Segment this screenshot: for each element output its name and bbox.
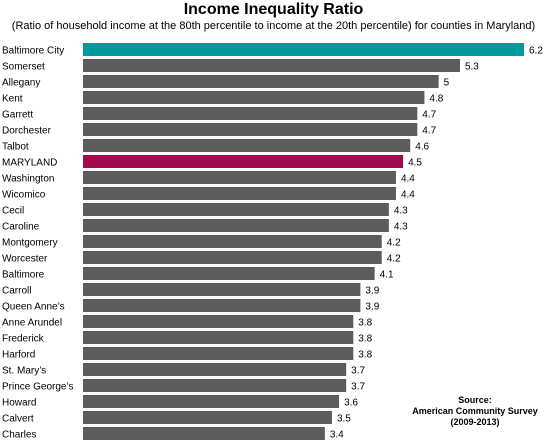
- value-label-wicomico: 4.4: [401, 190, 415, 201]
- category-label-allegany: Allegany: [2, 78, 40, 89]
- value-label-queen-anne-s: 3.9: [365, 302, 379, 313]
- bar-harford: [83, 347, 354, 360]
- value-label-washington: 4.4: [401, 174, 415, 185]
- value-label-montgomery: 4.2: [387, 238, 401, 249]
- bar-queen-anne-s: [83, 299, 361, 312]
- bar-somerset: [83, 59, 460, 72]
- bar-wicomico: [83, 187, 396, 200]
- category-label-anne-arundel: Anne Arundel: [2, 318, 62, 329]
- bar-charles: [83, 427, 325, 440]
- bar-kent: [83, 91, 425, 104]
- bar-montgomery: [83, 235, 382, 248]
- category-label-baltimore-city: Baltimore City: [2, 46, 64, 57]
- category-label-carroll: Carroll: [2, 286, 31, 297]
- category-label-calvert: Calvert: [2, 414, 34, 425]
- value-label-harford: 3.8: [358, 350, 372, 361]
- category-label-frederick: Frederick: [2, 334, 45, 345]
- category-label-garrett: Garrett: [2, 110, 33, 121]
- bar-baltimore: [83, 267, 375, 280]
- value-label-cecil: 4.3: [394, 206, 408, 217]
- value-label-st-mary-s: 3.7: [351, 366, 365, 377]
- bar-anne-arundel: [83, 315, 354, 328]
- value-label-garrett: 4.7: [422, 110, 436, 121]
- bar-maryland: [83, 155, 404, 168]
- bar-prince-george-s: [83, 379, 347, 392]
- value-label-prince-george-s: 3.7: [351, 382, 365, 393]
- bar-st-mary-s: [83, 363, 347, 376]
- bar-cecil: [83, 203, 389, 216]
- value-label-kent: 4.8: [429, 94, 443, 105]
- bar-washington: [83, 171, 396, 184]
- category-label-cecil: Cecil: [2, 206, 24, 217]
- category-label-charles: Charles: [2, 430, 36, 441]
- category-label-talbot: Talbot: [2, 142, 29, 153]
- category-label-caroline: Caroline: [2, 222, 40, 233]
- source-line-1: American Community Survey: [412, 406, 538, 416]
- value-label-caroline: 4.3: [394, 222, 408, 233]
- category-label-wicomico: Wicomico: [2, 190, 46, 201]
- category-label-worcester: Worcester: [2, 254, 48, 265]
- category-label-somerset: Somerset: [2, 62, 45, 73]
- bar-frederick: [83, 331, 354, 344]
- value-label-dorchester: 4.7: [422, 126, 436, 137]
- category-label-washington: Washington: [2, 174, 54, 185]
- source-label: Source:: [458, 395, 492, 405]
- value-label-baltimore: 4.1: [380, 270, 394, 281]
- value-label-charles: 3.4: [330, 430, 344, 441]
- bar-garrett: [83, 107, 418, 120]
- value-label-talbot: 4.6: [415, 142, 429, 153]
- category-label-baltimore: Baltimore: [2, 270, 45, 281]
- category-label-maryland: MARYLAND: [2, 158, 57, 169]
- category-label-kent: Kent: [2, 94, 23, 105]
- value-label-carroll: 3.9: [365, 286, 379, 297]
- value-label-frederick: 3.8: [358, 334, 372, 345]
- value-label-baltimore-city: 6.2: [529, 46, 543, 57]
- bar-worcester: [83, 251, 382, 264]
- chart-title: Income Inequality Ratio: [183, 1, 364, 18]
- category-label-prince-george-s: Prince George’s: [2, 382, 74, 393]
- value-label-maryland: 4.5: [408, 158, 422, 169]
- bar-calvert: [83, 411, 332, 424]
- category-label-howard: Howard: [2, 398, 36, 409]
- category-label-st-mary-s: St. Mary’s: [2, 366, 46, 377]
- category-label-queen-anne-s: Queen Anne’s: [2, 302, 65, 313]
- bar-dorchester: [83, 123, 418, 136]
- source-note: Source: American Community Survey (2009-…: [410, 395, 540, 428]
- category-label-dorchester: Dorchester: [2, 126, 52, 137]
- category-label-harford: Harford: [2, 350, 35, 361]
- source-line-2: (2009-2013): [450, 417, 500, 427]
- value-label-allegany: 5: [444, 78, 450, 89]
- value-label-anne-arundel: 3.8: [358, 318, 372, 329]
- bar-allegany: [83, 75, 439, 88]
- bar-baltimore-city: [83, 43, 524, 56]
- value-label-calvert: 3.5: [337, 414, 351, 425]
- category-label-montgomery: Montgomery: [2, 238, 58, 249]
- bar-talbot: [83, 139, 411, 152]
- bar-carroll: [83, 283, 361, 296]
- value-label-somerset: 5.3: [465, 62, 479, 73]
- value-label-howard: 3.6: [344, 398, 358, 409]
- bar-howard: [83, 395, 340, 408]
- chart-subtitle: (Ratio of household income at the 80th p…: [11, 20, 536, 32]
- bar-caroline: [83, 219, 389, 232]
- value-label-worcester: 4.2: [387, 254, 401, 265]
